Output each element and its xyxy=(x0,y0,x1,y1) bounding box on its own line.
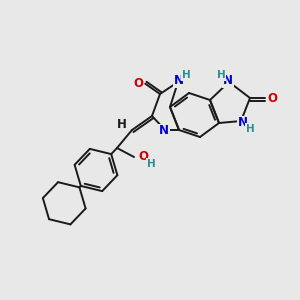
Text: H: H xyxy=(147,159,155,169)
Text: O: O xyxy=(267,92,277,104)
Text: N: N xyxy=(223,74,233,88)
Text: H: H xyxy=(246,124,254,134)
Text: O: O xyxy=(133,77,143,90)
Text: O: O xyxy=(138,151,148,164)
Text: N: N xyxy=(159,124,169,137)
Text: N: N xyxy=(238,116,248,130)
Text: H: H xyxy=(182,70,190,80)
Text: H: H xyxy=(117,118,127,131)
Text: N: N xyxy=(174,74,184,88)
Text: H: H xyxy=(217,70,225,80)
